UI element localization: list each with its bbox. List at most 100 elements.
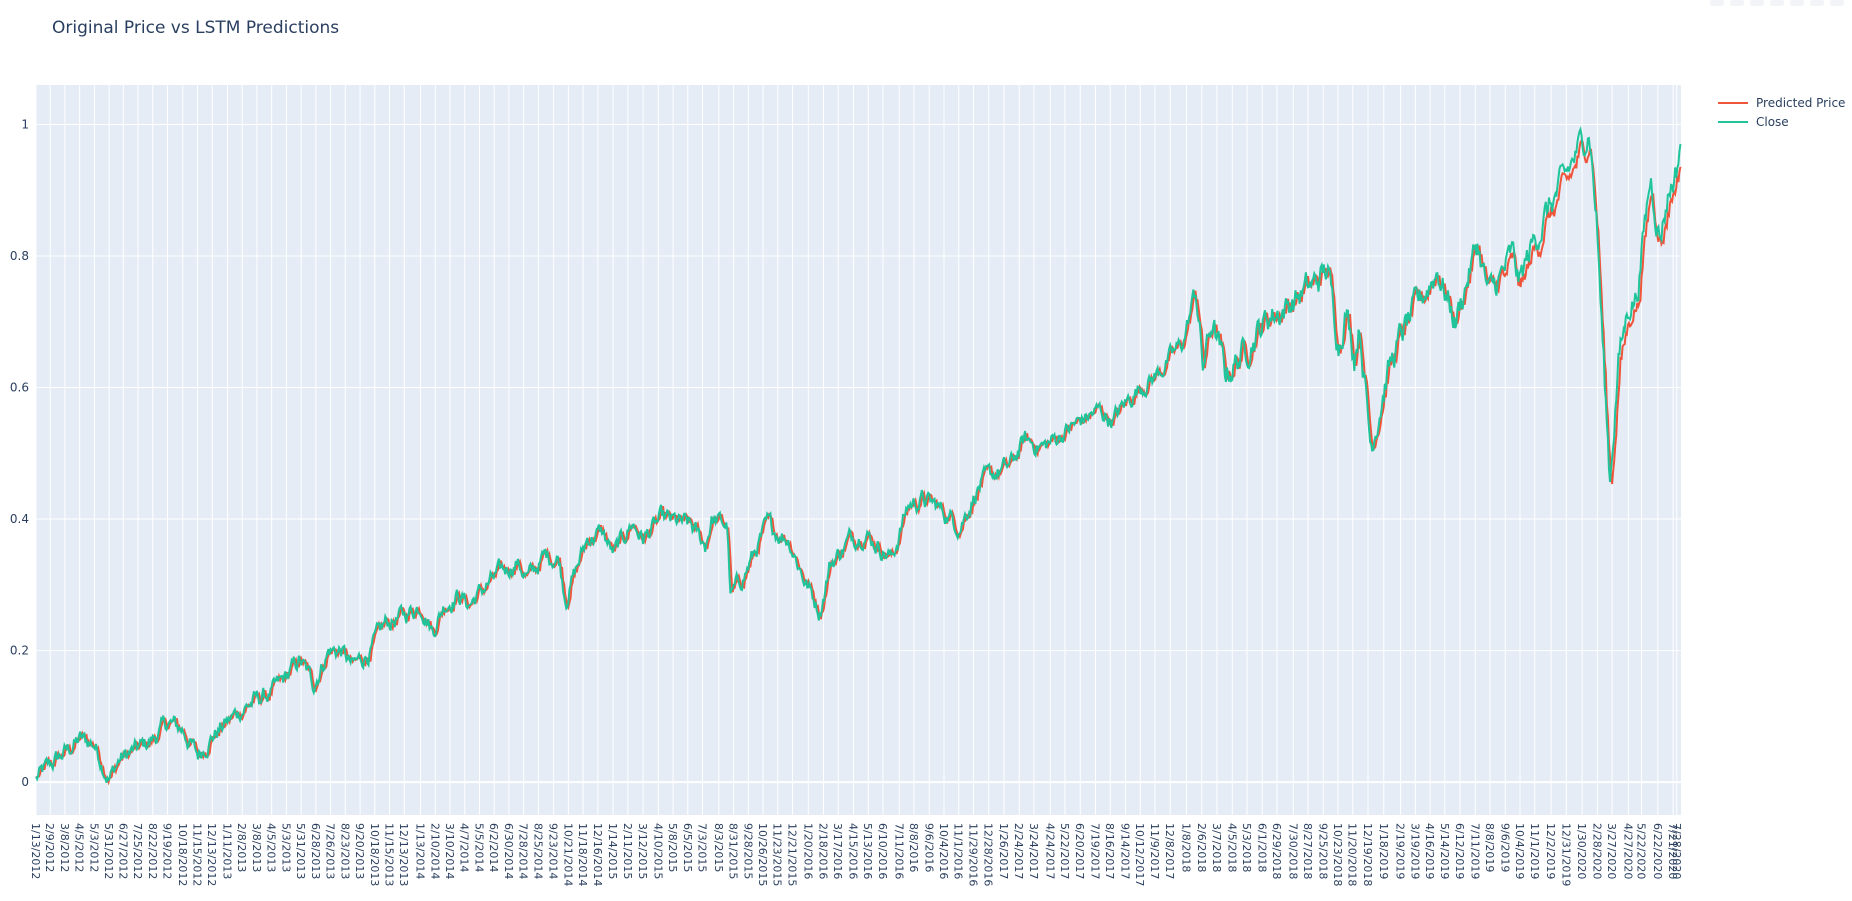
x-tick-label: 9/14/2017 [1118, 823, 1131, 879]
x-tick-label: 3/24/2017 [1027, 823, 1040, 879]
x-tick-label: 12/8/2017 [1163, 823, 1176, 879]
legend-item-close[interactable]: Close [1718, 112, 1845, 131]
x-tick-label: 10/12/2017 [1133, 823, 1146, 886]
y-tick-label: 0.2 [10, 644, 29, 658]
x-tick-label: 7/21/2020 [1666, 823, 1679, 879]
x-tick-label: 10/23/2018 [1331, 823, 1344, 886]
x-tick-label: 12/31/2019 [1559, 823, 1572, 886]
x-tick-label: 4/15/2016 [847, 823, 860, 879]
x-tick-label: 2/6/2018 [1195, 823, 1208, 872]
x-tick-label: 5/3/2013 [279, 823, 292, 872]
x-tick-label: 10/18/2012 [176, 823, 189, 886]
x-tick-label: 11/18/2014 [576, 823, 589, 886]
x-tick-label: 6/2/2014 [487, 823, 500, 872]
x-tick-label: 11/9/2017 [1148, 823, 1161, 879]
x-tick-label: 9/6/2019 [1498, 823, 1511, 872]
x-tick-label: 4/27/2020 [1621, 823, 1634, 879]
x-tick-label: 4/7/2014 [458, 823, 471, 872]
x-tick-label: 1/13/2014 [414, 823, 427, 879]
x-tick-label: 4/16/2019 [1423, 823, 1436, 879]
x-tick-label: 3/19/2019 [1408, 823, 1421, 879]
x-tick-label: 8/8/2019 [1483, 823, 1496, 872]
x-tick-label: 6/1/2018 [1255, 823, 1268, 872]
x-tick-label: 5/8/2015 [666, 823, 679, 872]
x-tick-label: 2/11/2015 [621, 823, 634, 879]
x-tick-label: 4/24/2017 [1043, 823, 1056, 879]
legend-swatch-close [1718, 120, 1748, 123]
reset-axes-icon[interactable] [1830, 0, 1844, 6]
x-tick-label: 7/28/2014 [517, 823, 530, 879]
y-tick-label: 0 [21, 775, 29, 789]
x-tick-label: 8/23/2013 [338, 823, 351, 879]
x-tick-label: 11/1/2016 [952, 823, 965, 879]
modebar [1710, 0, 1844, 6]
zoom-out-icon[interactable] [1790, 0, 1804, 6]
x-tick-label: 7/28/2020 [1670, 823, 1683, 879]
x-tick-label: 11/20/2018 [1346, 823, 1359, 886]
x-tick-label: 2/8/2013 [235, 823, 248, 872]
x-tick-label: 10/18/2013 [368, 823, 381, 886]
x-tick-label: 8/25/2014 [531, 823, 544, 879]
x-tick-label: 2/10/2014 [428, 823, 441, 879]
x-tick-label: 12/13/2013 [397, 823, 410, 886]
x-tick-label: 6/5/2015 [681, 823, 694, 872]
legend-label-predicted: Predicted Price [1756, 95, 1846, 110]
x-tick-label: 4/5/2013 [265, 823, 278, 872]
x-tick-label: 7/3/2015 [696, 823, 709, 872]
legend-swatch-predicted [1718, 101, 1748, 104]
x-tick-label: 6/30/2014 [502, 823, 515, 879]
x-tick-label: 2/24/2017 [1012, 823, 1025, 879]
x-tick-label: 7/25/2012 [131, 823, 144, 879]
x-tick-label: 8/8/2016 [907, 823, 920, 872]
x-tick-label: 1/20/2016 [801, 823, 814, 879]
legend-label-close: Close [1756, 114, 1789, 129]
x-tick-label: 5/14/2019 [1438, 823, 1451, 879]
x-tick-label: 10/21/2014 [561, 823, 574, 886]
x-tick-label: 8/16/2017 [1103, 823, 1116, 879]
x-tick-label: 6/28/2013 [309, 823, 322, 879]
x-tick-label: 7/26/2013 [324, 823, 337, 879]
x-tick-label: 2/9/2012 [43, 823, 56, 872]
x-tick-label: 7/30/2018 [1286, 823, 1299, 879]
y-tick-label: 0.8 [10, 249, 29, 263]
x-tick-label: 3/27/2020 [1605, 823, 1618, 879]
x-tick-label: 6/10/2016 [876, 823, 889, 879]
x-tick-label: 6/22/2020 [1651, 823, 1664, 879]
pan-icon[interactable] [1750, 0, 1764, 6]
x-tick-label: 3/8/2012 [58, 823, 71, 872]
x-tick-label: 1/13/2012 [29, 823, 42, 879]
x-tick-label: 9/25/2018 [1316, 823, 1329, 879]
x-tick-label: 3/10/2014 [443, 823, 456, 879]
x-tick-label: 7/19/2017 [1088, 823, 1101, 879]
x-tick-label: 1/18/2019 [1377, 823, 1390, 879]
legend: Predicted Price Close [1718, 93, 1845, 131]
x-tick-label: 3/12/2015 [636, 823, 649, 879]
x-tick-label: 1/14/2015 [606, 823, 619, 879]
x-tick-label: 5/31/2013 [294, 823, 307, 879]
x-tick-label: 11/23/2015 [771, 823, 784, 886]
chart-title: Original Price vs LSTM Predictions [52, 18, 340, 38]
series-line-close [35, 126, 1682, 783]
x-tick-label: 3/17/2016 [831, 823, 844, 879]
x-tick-label: 6/12/2019 [1453, 823, 1466, 879]
x-tick-label: 7/11/2019 [1468, 823, 1481, 879]
x-tick-label: 5/13/2016 [861, 823, 874, 879]
zoom-icon[interactable] [1730, 0, 1744, 6]
download-icon[interactable] [1710, 0, 1724, 6]
x-tick-label: 1/11/2013 [220, 823, 233, 879]
x-tick-label: 4/5/2018 [1225, 823, 1238, 872]
x-tick-label: 11/15/2013 [383, 823, 396, 886]
x-tick-label: 4/10/2015 [651, 823, 664, 879]
x-tick-label: 9/23/2014 [547, 823, 560, 879]
x-tick-label: 1/30/2020 [1575, 823, 1588, 879]
zoom-in-icon[interactable] [1770, 0, 1784, 6]
legend-item-predicted[interactable]: Predicted Price [1718, 93, 1845, 112]
autoscale-icon[interactable] [1810, 0, 1824, 6]
x-tick-label: 12/13/2012 [205, 823, 218, 886]
x-tick-label: 8/27/2018 [1301, 823, 1314, 879]
x-tick-label: 7/11/2016 [892, 823, 905, 879]
y-tick-label: 0.6 [10, 381, 29, 395]
x-tick-label: 10/4/2019 [1513, 823, 1526, 879]
x-tick-label: 8/3/2015 [712, 823, 725, 872]
